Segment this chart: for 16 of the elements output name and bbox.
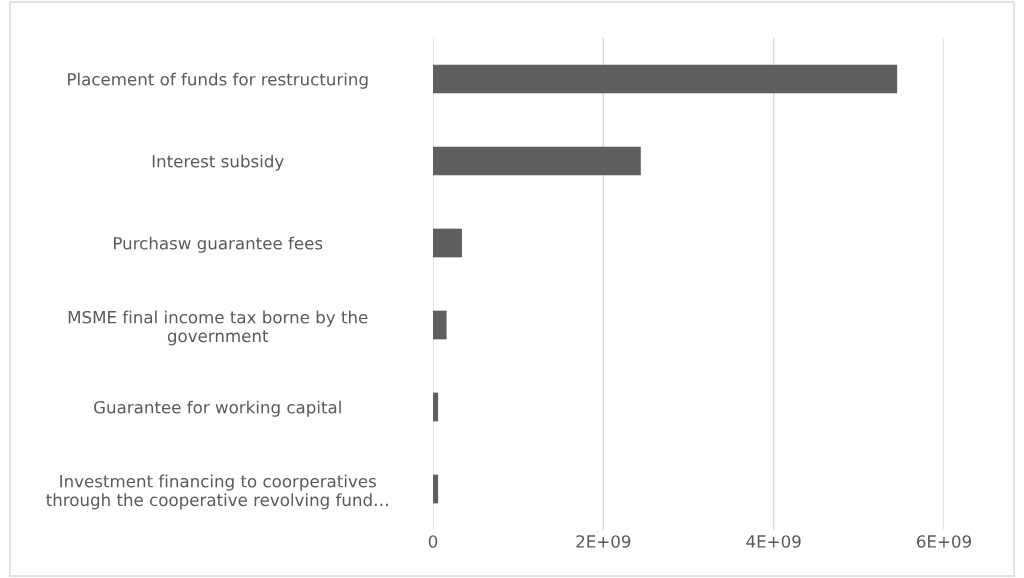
y-tick-label: Interest subsidy — [152, 154, 284, 171]
x-tick-label: 6E+09 — [917, 535, 971, 548]
bar — [433, 392, 439, 422]
y-tick-label: MSME final income tax borne by the government — [68, 310, 368, 346]
bar — [433, 146, 641, 176]
y-tick-label: Purchasw guarantee fees — [113, 236, 323, 253]
y-tick-label: Investment financing to coorperatives through the cooperative revolving fund… — [46, 474, 388, 510]
y-tick-label: Placement of funds for restructuring — [68, 72, 368, 89]
bar — [433, 310, 447, 340]
x-tick-label: 0 — [428, 535, 438, 548]
bar — [433, 474, 439, 504]
x-tick-label: 2E+09 — [576, 535, 631, 548]
bar — [433, 228, 462, 258]
bar — [433, 64, 898, 94]
y-tick-label: Guarantee for working capital — [94, 400, 341, 417]
x-tick-label: 4E+09 — [746, 535, 801, 548]
